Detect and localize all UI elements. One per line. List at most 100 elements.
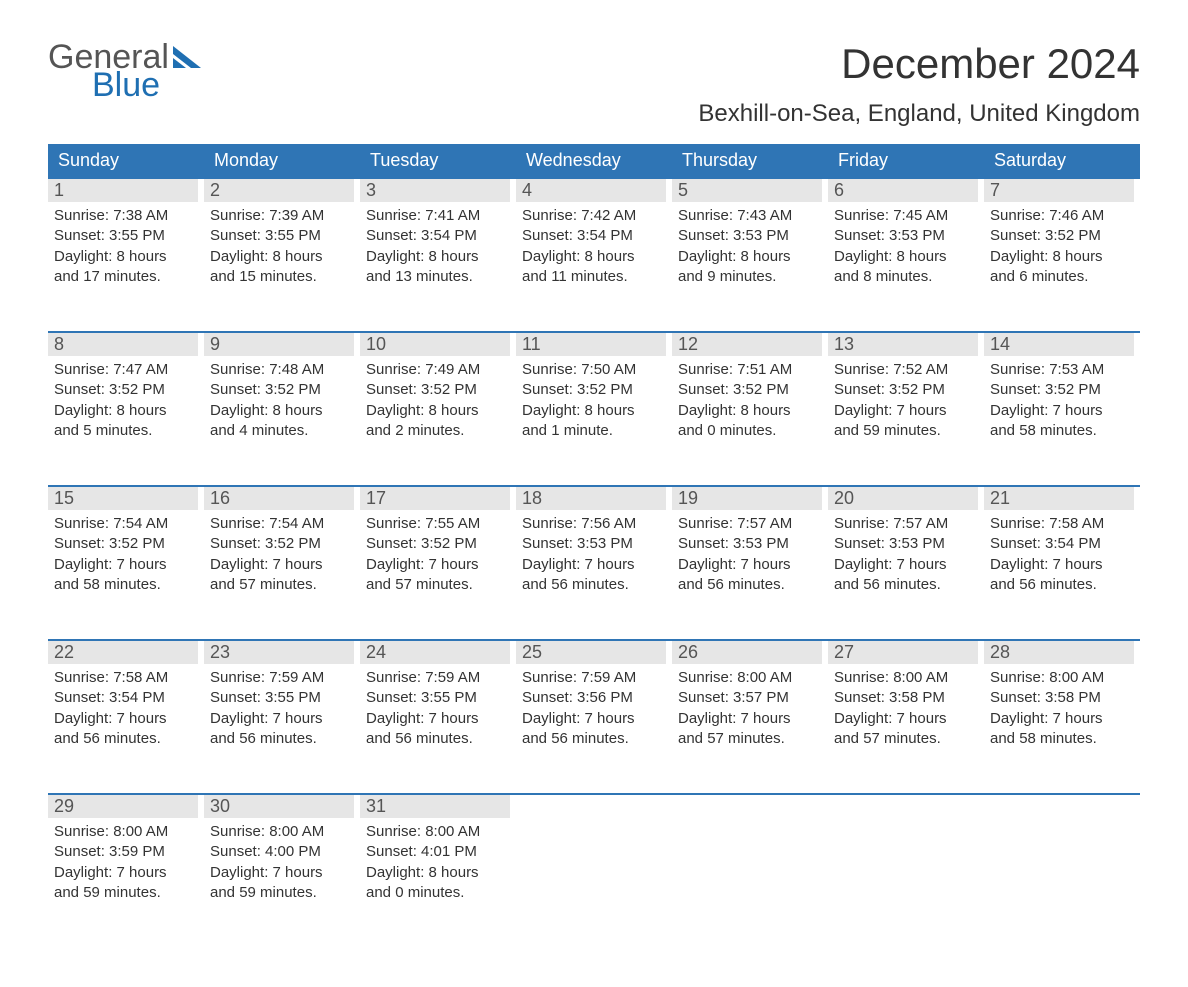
sunrise-line: Sunrise: 7:53 AM — [990, 360, 1132, 380]
day-number: 27 — [828, 641, 978, 664]
day-number: 30 — [204, 795, 354, 818]
daylight-line-1: Daylight: 7 hours — [834, 401, 976, 421]
sunrise-line: Sunrise: 8:00 AM — [990, 668, 1132, 688]
daylight-line-1: Daylight: 7 hours — [678, 555, 820, 575]
dayhead-thu: Thursday — [672, 144, 828, 177]
daylight-line-1: Daylight: 8 hours — [990, 247, 1132, 267]
daylight-line-1: Daylight: 7 hours — [210, 863, 352, 883]
daylight-line-1: Daylight: 8 hours — [678, 401, 820, 421]
sunrise-line: Sunrise: 7:56 AM — [522, 514, 664, 534]
day-body: Sunrise: 7:51 AMSunset: 3:52 PMDaylight:… — [672, 360, 822, 441]
sunset-line: Sunset: 3:53 PM — [834, 226, 976, 246]
week-row: 29Sunrise: 8:00 AMSunset: 3:59 PMDayligh… — [48, 793, 1140, 925]
daylight-line-2: and 11 minutes. — [522, 267, 664, 287]
daylight-line-2: and 58 minutes. — [54, 575, 196, 595]
daylight-line-1: Daylight: 7 hours — [834, 709, 976, 729]
day-cell: 23Sunrise: 7:59 AMSunset: 3:55 PMDayligh… — [204, 641, 360, 771]
day-cell: 22Sunrise: 7:58 AMSunset: 3:54 PMDayligh… — [48, 641, 204, 771]
day-cell: 30Sunrise: 8:00 AMSunset: 4:00 PMDayligh… — [204, 795, 360, 925]
sunrise-line: Sunrise: 7:54 AM — [210, 514, 352, 534]
day-cell: 29Sunrise: 8:00 AMSunset: 3:59 PMDayligh… — [48, 795, 204, 925]
sunset-line: Sunset: 3:52 PM — [366, 534, 508, 554]
daylight-line-2: and 1 minute. — [522, 421, 664, 441]
day-number: 1 — [48, 179, 198, 202]
day-header-row: Sunday Monday Tuesday Wednesday Thursday… — [48, 144, 1140, 177]
dayhead-wed: Wednesday — [516, 144, 672, 177]
daylight-line-2: and 56 minutes. — [522, 729, 664, 749]
sunrise-line: Sunrise: 7:59 AM — [210, 668, 352, 688]
sunrise-line: Sunrise: 7:43 AM — [678, 206, 820, 226]
sunrise-line: Sunrise: 8:00 AM — [54, 822, 196, 842]
daylight-line-2: and 17 minutes. — [54, 267, 196, 287]
week-row: 22Sunrise: 7:58 AMSunset: 3:54 PMDayligh… — [48, 639, 1140, 771]
day-body: Sunrise: 7:52 AMSunset: 3:52 PMDaylight:… — [828, 360, 978, 441]
daylight-line-2: and 58 minutes. — [990, 729, 1132, 749]
daylight-line-2: and 8 minutes. — [834, 267, 976, 287]
daylight-line-2: and 2 minutes. — [366, 421, 508, 441]
day-cell: 16Sunrise: 7:54 AMSunset: 3:52 PMDayligh… — [204, 487, 360, 617]
daylight-line-1: Daylight: 7 hours — [366, 555, 508, 575]
day-number: 2 — [204, 179, 354, 202]
sunset-line: Sunset: 3:54 PM — [990, 534, 1132, 554]
day-cell: 3Sunrise: 7:41 AMSunset: 3:54 PMDaylight… — [360, 179, 516, 309]
sunset-line: Sunset: 3:54 PM — [366, 226, 508, 246]
day-cell: 15Sunrise: 7:54 AMSunset: 3:52 PMDayligh… — [48, 487, 204, 617]
sunrise-line: Sunrise: 8:00 AM — [678, 668, 820, 688]
daylight-line-1: Daylight: 8 hours — [834, 247, 976, 267]
daylight-line-1: Daylight: 8 hours — [366, 401, 508, 421]
sunrise-line: Sunrise: 7:38 AM — [54, 206, 196, 226]
sunrise-line: Sunrise: 7:59 AM — [522, 668, 664, 688]
daylight-line-1: Daylight: 7 hours — [210, 709, 352, 729]
day-cell: 9Sunrise: 7:48 AMSunset: 3:52 PMDaylight… — [204, 333, 360, 463]
day-body: Sunrise: 7:49 AMSunset: 3:52 PMDaylight:… — [360, 360, 510, 441]
day-number: 15 — [48, 487, 198, 510]
logo: General Blue — [48, 40, 201, 102]
daylight-line-1: Daylight: 7 hours — [990, 709, 1132, 729]
daylight-line-1: Daylight: 8 hours — [522, 401, 664, 421]
daylight-line-1: Daylight: 7 hours — [678, 709, 820, 729]
sunset-line: Sunset: 3:52 PM — [54, 534, 196, 554]
day-body: Sunrise: 7:53 AMSunset: 3:52 PMDaylight:… — [984, 360, 1134, 441]
day-body: Sunrise: 7:54 AMSunset: 3:52 PMDaylight:… — [204, 514, 354, 595]
sunset-line: Sunset: 3:56 PM — [522, 688, 664, 708]
location-subtitle: Bexhill-on-Sea, England, United Kingdom — [698, 100, 1140, 128]
day-cell: 10 Sunrise: 7:49 AMSunset: 3:52 PMDayligh… — [360, 333, 516, 463]
day-number: 22 — [48, 641, 198, 664]
day-cell — [984, 795, 1140, 925]
sunrise-line: Sunrise: 7:49 AM — [366, 360, 508, 380]
daylight-line-1: Daylight: 7 hours — [210, 555, 352, 575]
daylight-line-2: and 59 minutes. — [54, 883, 196, 903]
day-number: 24 — [360, 641, 510, 664]
daylight-line-2: and 57 minutes. — [834, 729, 976, 749]
day-cell: 4Sunrise: 7:42 AMSunset: 3:54 PMDaylight… — [516, 179, 672, 309]
daylight-line-2: and 6 minutes. — [990, 267, 1132, 287]
daylight-line-2: and 57 minutes. — [210, 575, 352, 595]
day-body: Sunrise: 7:42 AMSunset: 3:54 PMDaylight:… — [516, 206, 666, 287]
sunrise-line: Sunrise: 8:00 AM — [834, 668, 976, 688]
sunset-line: Sunset: 3:52 PM — [210, 380, 352, 400]
day-body: Sunrise: 8:00 AMSunset: 4:01 PMDaylight:… — [360, 822, 510, 903]
day-cell: 21Sunrise: 7:58 AMSunset: 3:54 PMDayligh… — [984, 487, 1140, 617]
dayhead-fri: Friday — [828, 144, 984, 177]
day-body: Sunrise: 7:57 AMSunset: 3:53 PMDaylight:… — [828, 514, 978, 595]
daylight-line-2: and 56 minutes. — [366, 729, 508, 749]
sunrise-line: Sunrise: 7:58 AM — [990, 514, 1132, 534]
day-body: Sunrise: 8:00 AMSunset: 3:58 PMDaylight:… — [828, 668, 978, 749]
daylight-line-2: and 56 minutes. — [210, 729, 352, 749]
day-cell — [828, 795, 984, 925]
sunrise-line: Sunrise: 8:00 AM — [210, 822, 352, 842]
day-cell: 5Sunrise: 7:43 AMSunset: 3:53 PMDaylight… — [672, 179, 828, 309]
daylight-line-2: and 0 minutes. — [678, 421, 820, 441]
daylight-line-2: and 9 minutes. — [678, 267, 820, 287]
day-number: 25 — [516, 641, 666, 664]
day-body: Sunrise: 7:47 AMSunset: 3:52 PMDaylight:… — [48, 360, 198, 441]
day-number: 11 — [516, 333, 666, 356]
daylight-line-1: Daylight: 8 hours — [366, 863, 508, 883]
day-body: Sunrise: 7:45 AMSunset: 3:53 PMDaylight:… — [828, 206, 978, 287]
sunset-line: Sunset: 3:52 PM — [990, 380, 1132, 400]
day-number: 10 — [360, 333, 510, 356]
sunrise-line: Sunrise: 7:41 AM — [366, 206, 508, 226]
sunrise-line: Sunrise: 7:54 AM — [54, 514, 196, 534]
sunrise-line: Sunrise: 7:51 AM — [678, 360, 820, 380]
day-body: Sunrise: 7:46 AMSunset: 3:52 PMDaylight:… — [984, 206, 1134, 287]
